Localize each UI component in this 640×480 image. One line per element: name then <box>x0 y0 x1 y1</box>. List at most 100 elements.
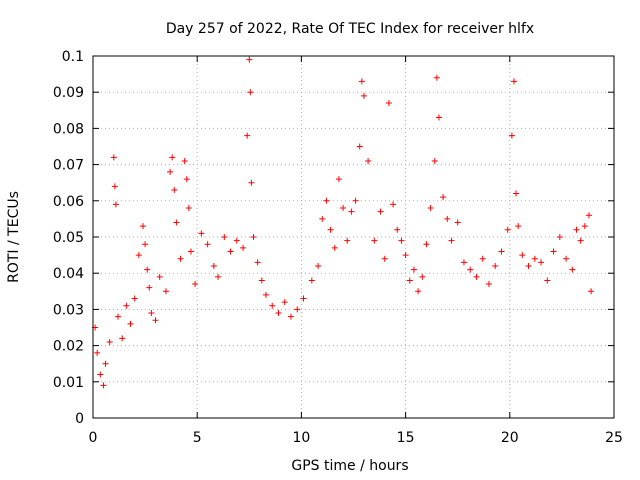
data-point <box>515 223 522 230</box>
data-point <box>135 252 142 259</box>
y-tick-label: 0.03 <box>53 302 84 318</box>
y-tick-label: 0.02 <box>53 339 84 355</box>
data-point <box>248 179 255 186</box>
data-point <box>356 143 363 150</box>
data-point <box>498 248 505 255</box>
data-point <box>123 302 130 309</box>
data-point <box>371 237 378 244</box>
data-point <box>269 302 276 309</box>
data-point <box>327 226 334 233</box>
data-point <box>427 205 434 212</box>
data-point <box>102 360 109 367</box>
data-point <box>577 237 584 244</box>
data-point <box>377 208 384 215</box>
data-point <box>115 313 122 320</box>
data-point <box>247 89 254 96</box>
data-point <box>233 237 240 244</box>
data-point <box>423 241 430 248</box>
y-tick-label: 0.01 <box>53 375 84 391</box>
data-point <box>340 205 347 212</box>
data-point <box>390 201 397 208</box>
data-point <box>240 244 247 251</box>
y-tick-label: 0.06 <box>53 194 84 210</box>
data-point <box>127 320 134 327</box>
data-point <box>510 78 517 85</box>
data-point <box>192 281 199 288</box>
data-point <box>381 255 388 262</box>
data-point <box>348 208 355 215</box>
y-tick-label: 0.09 <box>53 85 84 101</box>
data-point <box>431 157 438 164</box>
data-point <box>181 157 188 164</box>
data-point <box>581 223 588 230</box>
data-point <box>323 197 330 204</box>
data-point <box>142 241 149 248</box>
data-point <box>563 255 570 262</box>
data-point <box>556 234 563 240</box>
data-point <box>258 277 265 284</box>
data-point <box>460 259 467 266</box>
data-point <box>573 226 580 233</box>
data-point <box>111 183 118 190</box>
data-point <box>315 262 322 269</box>
data-point <box>410 266 417 273</box>
data-point <box>244 132 251 139</box>
data-point <box>504 226 511 233</box>
data-point <box>519 252 526 259</box>
data-point <box>119 335 126 342</box>
data-point <box>544 277 551 284</box>
data-point <box>479 255 486 262</box>
data-point <box>538 259 545 266</box>
chart-title: Day 257 of 2022, Rate Of TEC Index for r… <box>166 21 534 37</box>
data-point <box>385 100 392 107</box>
y-tick-label: 0.07 <box>53 158 84 174</box>
data-point <box>508 132 515 139</box>
data-point <box>246 56 253 63</box>
data-point <box>360 92 367 99</box>
data-point <box>335 176 342 183</box>
data-point <box>294 306 301 313</box>
data-point <box>210 262 217 269</box>
axis-ticks: 0 0.01 0.02 0.03 0.04 0.05 0.06 0.07 0.08 0.09 0.1… <box>53 49 623 446</box>
data-point <box>525 262 532 269</box>
y-tick-label: 0.1 <box>62 49 84 65</box>
data-point <box>177 255 184 262</box>
data-point <box>444 215 451 222</box>
data-point <box>204 241 211 248</box>
data-point <box>394 226 401 233</box>
data-point <box>97 371 104 378</box>
data-point <box>473 273 480 280</box>
data-point <box>513 190 520 197</box>
data-point <box>100 382 107 389</box>
data-point <box>281 299 288 306</box>
data-point <box>131 295 138 302</box>
data-point <box>169 154 176 161</box>
data-point <box>344 237 351 244</box>
y-axis-label: ROTI / TECUs <box>6 191 22 283</box>
data-point <box>185 205 192 212</box>
data-point <box>287 313 294 320</box>
data-point <box>550 248 557 255</box>
data-point <box>144 266 151 273</box>
data-point <box>585 212 592 219</box>
data-point <box>215 273 222 280</box>
data-point <box>148 310 155 317</box>
data-point <box>152 317 159 324</box>
x-tick-label: 5 <box>193 430 202 446</box>
y-tick-label: 0.04 <box>53 266 84 282</box>
y-tick-label: 0.05 <box>53 230 84 246</box>
data-points <box>92 56 595 389</box>
data-point <box>415 288 422 295</box>
data-point <box>419 273 426 280</box>
data-point <box>173 219 180 226</box>
y-tick-label: 0 <box>75 411 84 427</box>
data-point <box>106 338 113 345</box>
data-point <box>398 237 405 244</box>
data-point <box>112 201 119 208</box>
data-point <box>198 230 205 237</box>
x-tick-label: 15 <box>397 430 415 446</box>
data-point <box>275 310 282 317</box>
data-point <box>433 74 440 81</box>
x-tick-label: 25 <box>605 430 623 446</box>
